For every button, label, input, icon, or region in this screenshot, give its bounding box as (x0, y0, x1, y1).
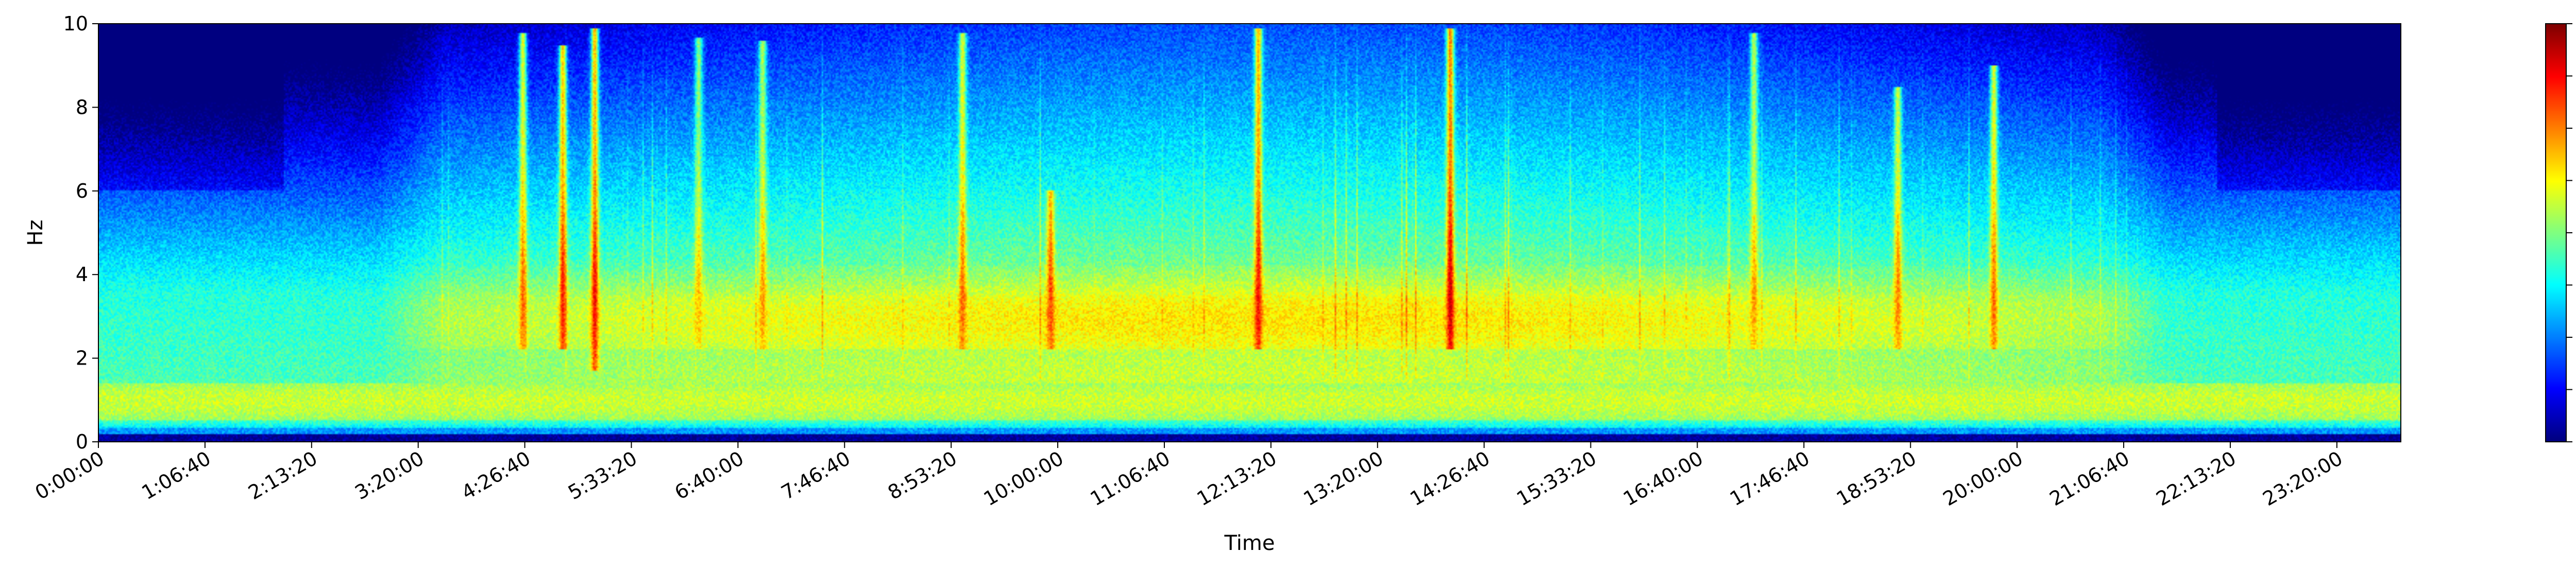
colorbar-frame (2545, 23, 2567, 442)
x-tick-label: 10:00:00 (980, 447, 1067, 510)
x-tick-label: 7:46:40 (777, 447, 854, 504)
y-axis-title: Hz (24, 219, 47, 246)
x-tick-label: 3:20:00 (351, 447, 428, 504)
y-tick-label: 0 (76, 430, 88, 453)
x-tick-label: 23:20:00 (2259, 447, 2347, 510)
x-tick-label: 1:06:40 (138, 447, 215, 504)
x-tick-label: 22:13:20 (2153, 447, 2240, 510)
colorbar-gradient (2546, 24, 2566, 442)
colorbar-axis: +0 dB-10 dB-20 dB-30 dB-40 dB-50 dB-60 d… (2566, 23, 2572, 442)
x-tick-label: 2:13:20 (244, 447, 321, 504)
x-tick-label: 20:00:00 (1939, 447, 2027, 510)
x-tick-label: 13:20:00 (1299, 447, 1387, 510)
y-tick-label: 10 (63, 12, 88, 35)
x-tick-label: 5:33:20 (564, 447, 641, 504)
y-axis: 0 2 4 6 8 10 (63, 12, 98, 453)
plot-frame (98, 23, 2401, 442)
x-tick-label: 17:46:40 (1726, 447, 1814, 510)
x-tick-label: 18:53:20 (1833, 447, 1920, 510)
x-tick-label: 21:06:40 (2046, 447, 2133, 510)
x-tick-label: 0:00:00 (31, 447, 108, 504)
x-tick-label: 15:33:20 (1513, 447, 1600, 510)
x-tick-label: 12:13:20 (1193, 447, 1281, 510)
x-tick-label: 6:40:00 (671, 447, 748, 504)
y-tick-label: 4 (76, 263, 88, 286)
x-tick-label: 11:06:40 (1087, 447, 1174, 510)
x-tick-label: 14:26:40 (1406, 447, 1494, 510)
y-tick-label: 8 (76, 96, 88, 118)
x-axis-title: Time (1224, 531, 1275, 555)
y-tick-label: 6 (76, 180, 88, 202)
x-tick-label: 16:40:00 (1619, 447, 1707, 510)
x-axis: 0:00:00 1:06:40 2:13:20 3:20:00 4:26:40 5:33:… (31, 442, 2347, 510)
x-tick-label: 4:26:40 (457, 447, 534, 504)
x-tick-label: 8:53:20 (884, 447, 961, 504)
y-tick-label: 2 (76, 347, 88, 370)
spectrogram-image (98, 24, 2401, 442)
